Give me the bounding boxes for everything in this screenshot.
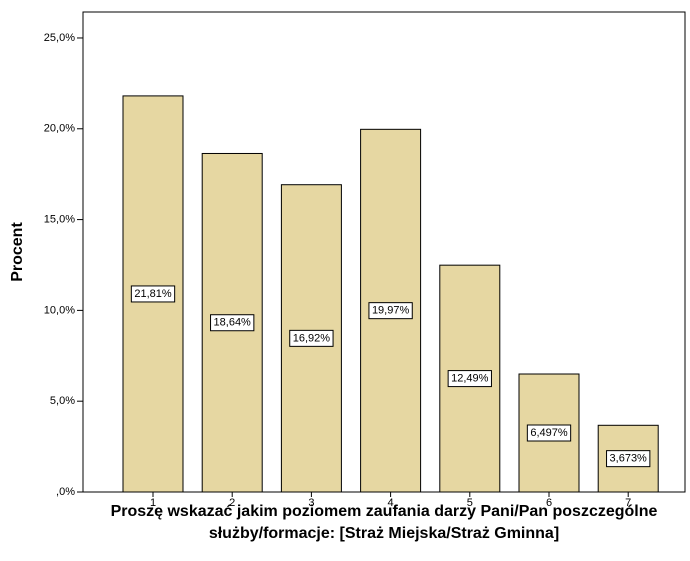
y-tick-label: ,0% bbox=[56, 486, 75, 498]
x-tick-label: 3 bbox=[308, 497, 314, 509]
data-label: 16,92% bbox=[293, 332, 331, 344]
x-axis-title: Proszę wskazać jakim poziomem zaufania d… bbox=[111, 503, 658, 520]
data-label: 3,673% bbox=[610, 453, 648, 465]
data-label-box bbox=[210, 314, 255, 332]
x-tick-label: 5 bbox=[467, 497, 473, 509]
data-label: 12,49% bbox=[451, 372, 489, 384]
data-label-box bbox=[289, 329, 334, 347]
y-tick-label: 15,0% bbox=[44, 213, 75, 225]
x-tick-label: 7 bbox=[625, 497, 631, 509]
data-label-box bbox=[526, 424, 572, 442]
y-axis-title: Procent bbox=[9, 222, 26, 282]
data-label-box bbox=[368, 302, 413, 320]
data-label: 6,497% bbox=[530, 427, 568, 439]
x-tick-label: 1 bbox=[150, 497, 156, 509]
data-label-box bbox=[447, 370, 492, 388]
x-tick-label: 2 bbox=[229, 497, 235, 509]
data-label: 18,64% bbox=[214, 317, 252, 329]
y-tick-label: 20,0% bbox=[44, 123, 75, 135]
y-tick-label: 25,0% bbox=[44, 32, 75, 44]
data-label-box bbox=[130, 285, 176, 303]
data-label: 21,81% bbox=[134, 288, 172, 300]
y-tick-label: 5,0% bbox=[50, 395, 75, 407]
x-tick-label: 6 bbox=[546, 497, 552, 509]
x-tick-label: 4 bbox=[388, 497, 394, 509]
y-tick-label: 10,0% bbox=[44, 304, 75, 316]
x-axis-title: służby/formacje: [Straż Miejska/Straż Gm… bbox=[209, 525, 559, 542]
data-label-box bbox=[606, 450, 651, 468]
data-label: 19,97% bbox=[372, 305, 410, 317]
